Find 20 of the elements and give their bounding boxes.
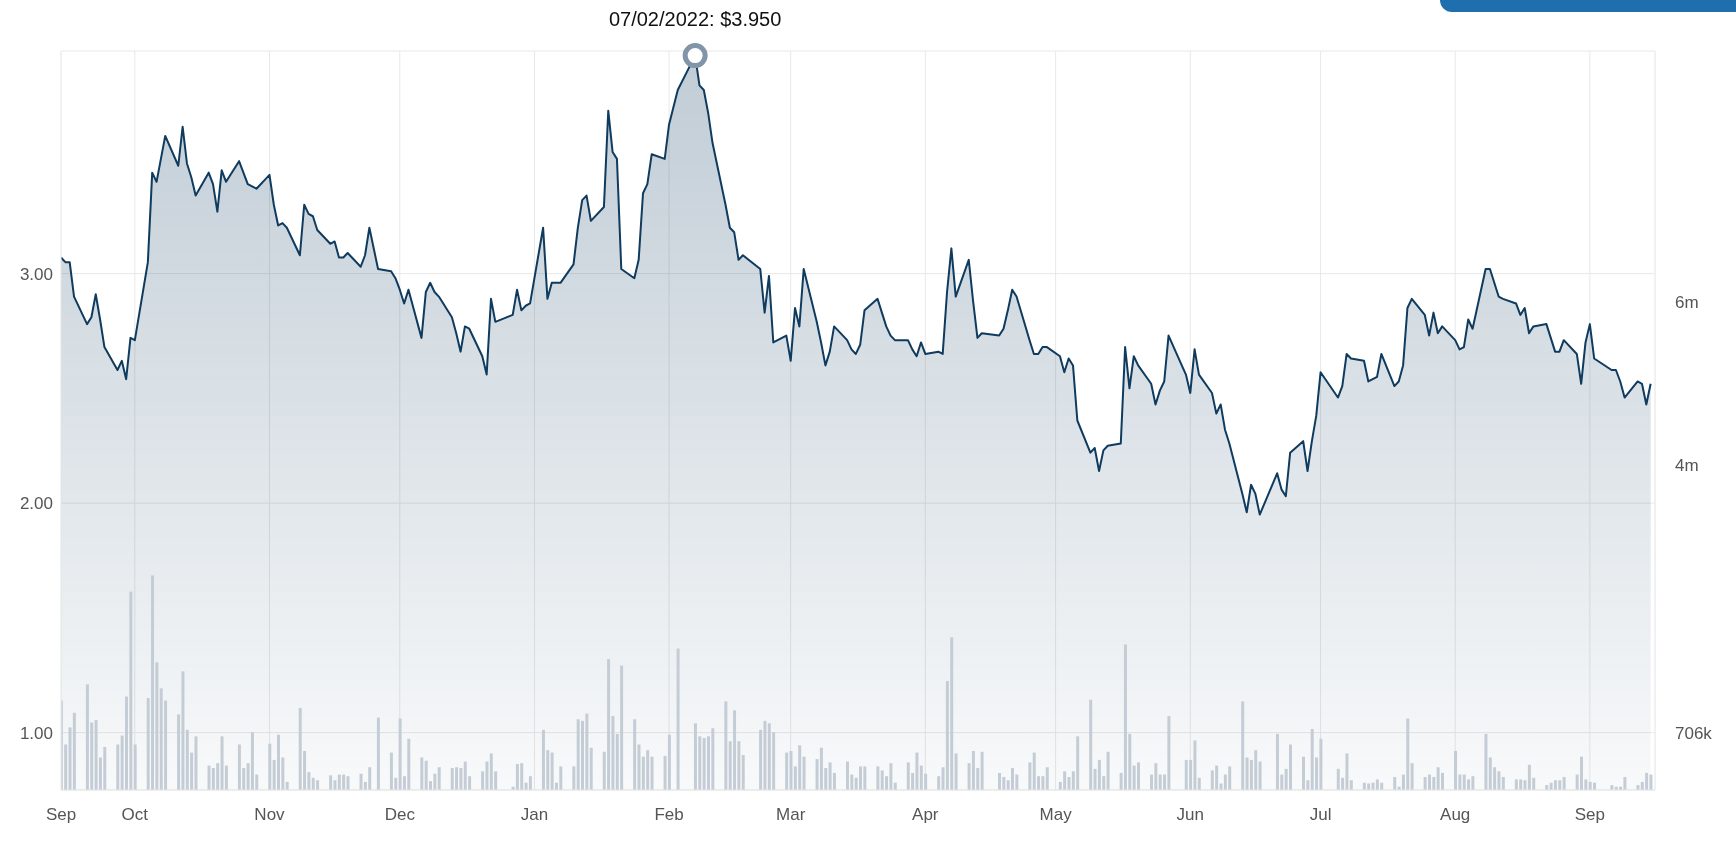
x-tick-label: Jun — [1176, 805, 1204, 825]
x-tick-label: Jan — [520, 805, 549, 825]
x-tick-label: Aug — [1440, 805, 1471, 825]
y-tick-label: 3.00 — [19, 264, 53, 284]
x-tick-label: Oct — [121, 805, 149, 825]
x-tick-label: Sep — [1574, 805, 1605, 825]
x-tick-label: Mar — [776, 805, 806, 825]
x-tick-label: Apr — [912, 805, 939, 825]
x-tick-label: Jul — [1309, 805, 1332, 825]
annotation: 07/02/2022: $3.950 — [608, 7, 782, 30]
x-tick-label: Dec — [384, 805, 416, 825]
x-tick-label: Nov — [254, 805, 286, 825]
y-tick-label: 1.00 — [19, 723, 53, 743]
x-tick-label: Feb — [654, 805, 684, 825]
y2-tick-label: 6m — [1675, 293, 1699, 313]
x-tick-label: May — [1039, 805, 1073, 825]
y2-tick-label: 706k — [1675, 723, 1713, 743]
y2-tick-label: 4m — [1675, 455, 1699, 475]
x-tick-label: Sep — [45, 805, 77, 825]
y-tick-label: 2.00 — [19, 494, 53, 514]
